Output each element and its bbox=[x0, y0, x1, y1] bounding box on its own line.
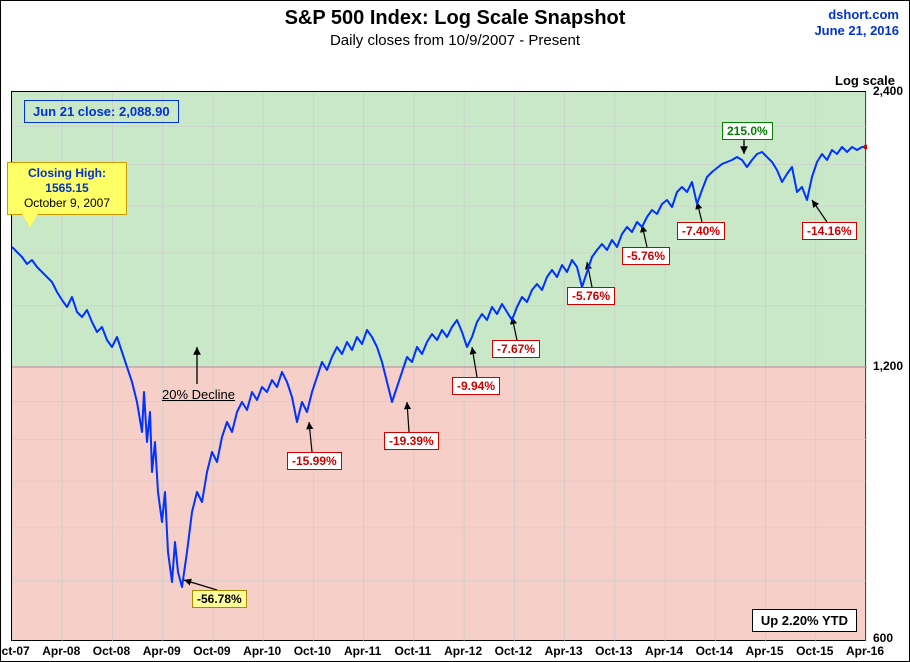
xtick: Apr-15 bbox=[746, 644, 784, 658]
decline-note: 20% Decline bbox=[162, 387, 235, 402]
drawdown-callout: -7.67% bbox=[492, 340, 540, 358]
plot: Closing High: 1565.15 October 9, 2007 Ju… bbox=[11, 91, 866, 641]
chart-container: dshort.com June 21, 2016 S&P 500 Index: … bbox=[0, 0, 910, 662]
xtick: Oct-09 bbox=[193, 644, 230, 658]
drawdown-callout: -56.78% bbox=[192, 590, 247, 608]
latest-close-label: Jun 21 close: bbox=[33, 104, 115, 119]
xtick: Oct-11 bbox=[395, 644, 432, 658]
xtick: Oct-15 bbox=[796, 644, 833, 658]
drawdown-callout: -15.99% bbox=[287, 452, 342, 470]
line-svg bbox=[12, 92, 867, 642]
closing-high-value: 1565.15 bbox=[10, 181, 124, 196]
drawdown-callout: -5.76% bbox=[622, 247, 670, 265]
drawdown-callout: -19.39% bbox=[384, 432, 439, 450]
closing-high-label: Closing High: bbox=[10, 166, 124, 181]
ytd-box: Up 2.20% YTD bbox=[752, 609, 857, 632]
xtick: Apr-13 bbox=[545, 644, 583, 658]
xtick: Oct-07 bbox=[0, 644, 30, 658]
xtick: Apr-16 bbox=[846, 644, 884, 658]
xtick: Apr-08 bbox=[42, 644, 80, 658]
plot-area: Closing High: 1565.15 October 9, 2007 Ju… bbox=[11, 91, 866, 641]
xtick: Oct-14 bbox=[696, 644, 733, 658]
xtick: Oct-12 bbox=[495, 644, 532, 658]
attribution-site: dshort.com bbox=[828, 7, 899, 22]
peak-gain-callout: 215.0% bbox=[722, 122, 773, 140]
latest-close-box: Jun 21 close: 2,088.90 bbox=[24, 100, 179, 123]
attribution: dshort.com June 21, 2016 bbox=[814, 7, 899, 38]
attribution-date: June 21, 2016 bbox=[814, 23, 899, 39]
xtick: Apr-11 bbox=[344, 644, 381, 658]
closing-high-tail bbox=[20, 210, 40, 228]
xtick: Apr-14 bbox=[645, 644, 683, 658]
ytick-bot: 600 bbox=[873, 631, 893, 645]
xtick: Apr-12 bbox=[444, 644, 482, 658]
xtick: Oct-10 bbox=[294, 644, 331, 658]
xtick: Apr-10 bbox=[243, 644, 281, 658]
ytick-top: 2,400 bbox=[873, 84, 903, 98]
closing-high-date: October 9, 2007 bbox=[10, 196, 124, 211]
drawdown-callout: -5.76% bbox=[567, 287, 615, 305]
xtick: Oct-13 bbox=[595, 644, 632, 658]
drawdown-callout: -7.40% bbox=[677, 222, 725, 240]
closing-high-callout: Closing High: 1565.15 October 9, 2007 bbox=[7, 162, 127, 215]
xtick: Oct-08 bbox=[93, 644, 130, 658]
chart-title: S&P 500 Index: Log Scale Snapshot bbox=[1, 7, 909, 30]
ytick-mid: 1,200 bbox=[873, 359, 903, 373]
drawdown-callout: -9.94% bbox=[452, 377, 500, 395]
latest-close-value: 2,088.90 bbox=[119, 104, 170, 119]
xtick: Apr-09 bbox=[143, 644, 181, 658]
drawdown-callout: -14.16% bbox=[802, 222, 857, 240]
chart-subtitle: Daily closes from 10/9/2007 - Present bbox=[1, 32, 909, 49]
